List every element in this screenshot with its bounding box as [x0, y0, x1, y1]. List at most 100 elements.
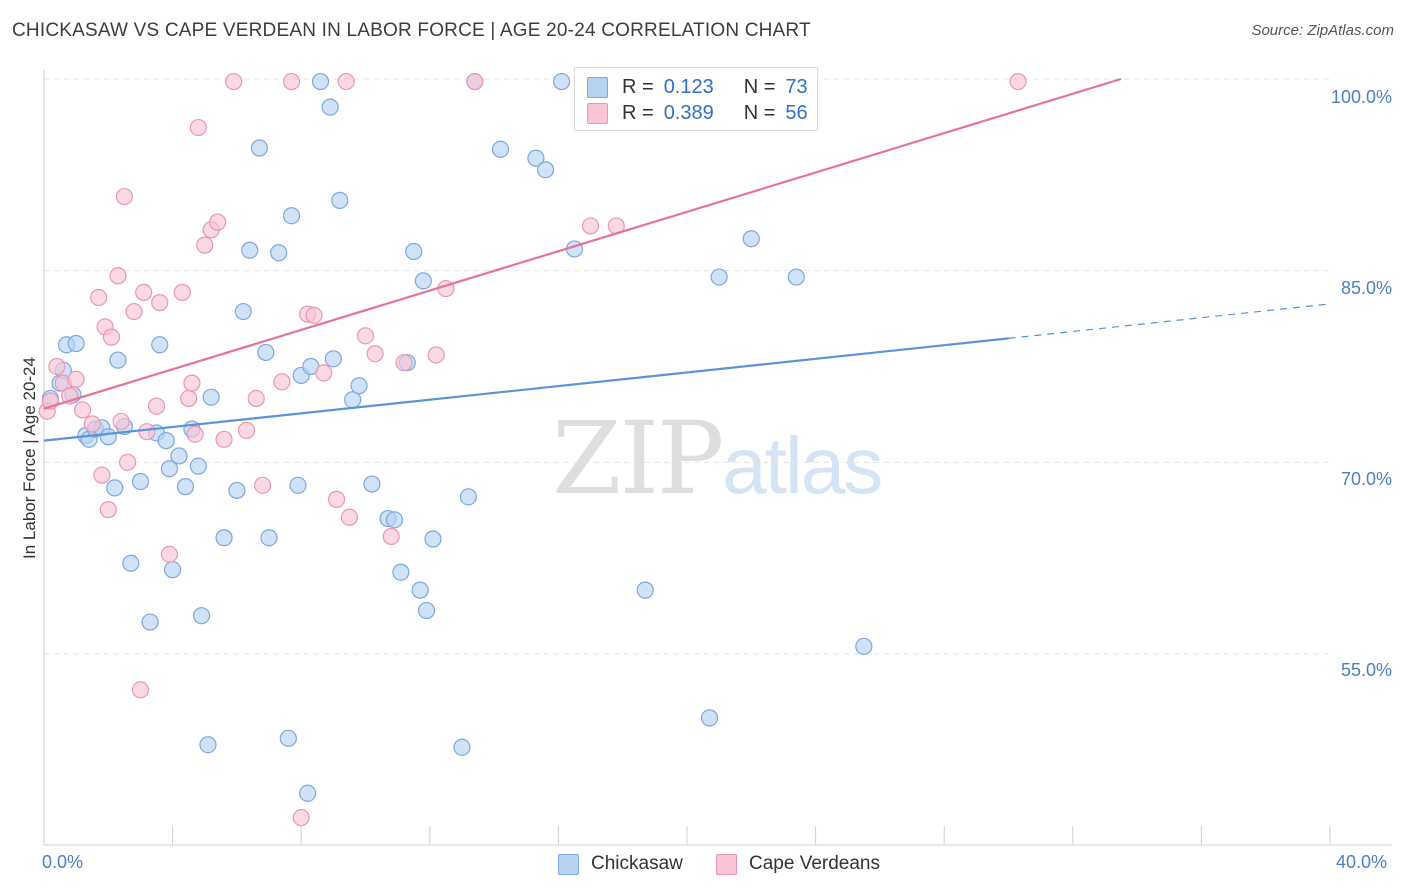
point-cape-verdeans	[215, 430, 233, 448]
point-chickasaw	[553, 72, 571, 91]
trend-line-extension-chickasaw	[1008, 303, 1331, 339]
point-chickasaw	[157, 432, 175, 450]
legend-n-value-cape-verdeans: 56	[785, 101, 808, 124]
point-cape-verdeans	[1009, 72, 1027, 91]
point-cape-verdeans	[196, 236, 214, 254]
legend-swatch-cape-verdeans	[587, 102, 608, 124]
point-chickasaw	[241, 241, 259, 259]
point-cape-verdeans	[112, 412, 130, 431]
point-chickasaw	[160, 460, 178, 478]
point-chickasaw	[282, 207, 301, 225]
point-chickasaw	[855, 637, 873, 655]
point-chickasaw	[131, 472, 150, 491]
point-chickasaw	[67, 334, 85, 353]
chart-title: CHICKASAW VS CAPE VERDEAN IN LABOR FORCE…	[12, 20, 811, 41]
point-chickasaw	[151, 336, 169, 354]
legend-n-label: N =	[743, 75, 776, 98]
point-chickasaw	[414, 272, 432, 290]
x-tick-0: 0.0%	[42, 852, 84, 872]
point-cape-verdeans	[209, 213, 227, 231]
point-chickasaw	[491, 140, 510, 158]
point-cape-verdeans	[160, 545, 178, 563]
point-cape-verdeans	[48, 357, 66, 376]
point-chickasaw	[189, 457, 207, 475]
point-chickasaw	[170, 447, 188, 465]
point-chickasaw	[109, 351, 127, 369]
point-cape-verdeans	[327, 490, 346, 508]
point-cape-verdeans	[395, 354, 413, 372]
watermark-zip: ZIP	[552, 400, 724, 517]
point-cape-verdeans	[151, 294, 169, 312]
point-cape-verdeans	[73, 401, 92, 419]
legend-n-label: N =	[743, 101, 776, 124]
point-chickasaw	[363, 475, 381, 493]
point-cape-verdeans	[90, 288, 108, 307]
point-chickasaw	[192, 607, 211, 625]
point-chickasaw	[392, 563, 410, 581]
legend-n-value-chickasaw: 73	[785, 75, 808, 98]
point-chickasaw	[260, 529, 278, 547]
point-chickasaw	[199, 736, 217, 754]
point-cape-verdeans	[340, 508, 359, 526]
point-cape-verdeans	[282, 72, 301, 91]
legend-swatch-chickasaw	[587, 76, 608, 98]
point-cape-verdeans	[138, 423, 156, 441]
point-cape-verdeans	[382, 527, 400, 546]
series-legend-cape-verdeans: Cape Verdeans	[716, 852, 880, 876]
point-chickasaw	[700, 709, 719, 727]
point-cape-verdeans	[115, 187, 133, 206]
point-cape-verdeans	[173, 283, 191, 301]
point-cape-verdeans	[93, 466, 111, 484]
point-chickasaw	[459, 488, 477, 506]
point-cape-verdeans	[135, 283, 153, 301]
series-legend-chickasaw: Chickasaw	[558, 852, 683, 876]
point-cape-verdeans	[315, 364, 333, 382]
legend-row-chickasaw: R = 0.123 N = 73	[587, 75, 808, 99]
trend-line-cape-verdeans	[43, 77, 1122, 410]
point-chickasaw	[787, 268, 805, 286]
point-chickasaw	[405, 242, 423, 261]
point-cape-verdeans	[337, 72, 355, 91]
point-cape-verdeans	[67, 370, 85, 388]
series-swatch-cape-verdeans	[716, 853, 737, 875]
y-tick-100: 100.0%	[1330, 87, 1392, 107]
point-chickasaw	[176, 478, 195, 496]
point-cape-verdeans	[305, 306, 323, 324]
point-chickasaw	[106, 479, 124, 497]
legend-r-label: R =	[622, 75, 654, 98]
point-cape-verdeans	[131, 681, 150, 699]
watermark-atlas: atlas	[722, 421, 883, 510]
point-cape-verdeans	[581, 217, 600, 235]
point-cape-verdeans	[183, 374, 201, 392]
point-cape-verdeans	[427, 346, 445, 364]
point-cape-verdeans	[292, 808, 310, 827]
point-chickasaw	[99, 428, 117, 446]
point-cape-verdeans	[83, 415, 101, 433]
legend-r-value-chickasaw: 0.123	[663, 75, 714, 98]
point-chickasaw	[527, 149, 545, 167]
point-chickasaw	[215, 529, 233, 547]
point-cape-verdeans	[189, 118, 207, 137]
point-cape-verdeans	[466, 72, 484, 91]
point-chickasaw	[385, 511, 404, 529]
trend-line-chickasaw	[43, 337, 1009, 442]
point-cape-verdeans	[273, 373, 291, 391]
point-cape-verdeans	[125, 302, 143, 321]
point-chickasaw	[270, 244, 288, 262]
point-cape-verdeans	[366, 345, 384, 363]
x-tick-40: 40.0%	[1336, 852, 1388, 872]
point-chickasaw	[424, 530, 442, 548]
point-cape-verdeans	[109, 267, 127, 285]
point-cape-verdeans	[99, 501, 117, 519]
y-axis-label: In Labor Force | Age 20-24	[20, 357, 39, 559]
point-cape-verdeans	[225, 72, 243, 91]
source-credit: Source: ZipAtlas.com	[1251, 22, 1394, 39]
point-chickasaw	[411, 581, 429, 599]
series-name-cape-verdeans: Cape Verdeans	[749, 853, 880, 874]
point-chickasaw	[279, 729, 297, 747]
point-cape-verdeans	[186, 425, 204, 443]
point-chickasaw	[453, 738, 471, 756]
legend-r-value-cape-verdeans: 0.389	[663, 101, 714, 124]
point-chickasaw	[289, 476, 307, 494]
